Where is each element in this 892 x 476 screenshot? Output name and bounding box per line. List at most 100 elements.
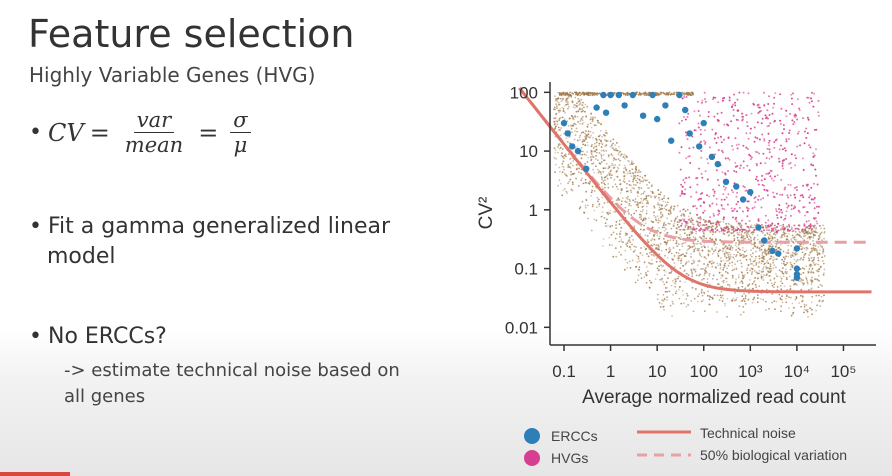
- gene-point: [629, 163, 631, 166]
- hvg-point: [678, 122, 681, 125]
- hvg-point: [775, 208, 777, 211]
- hvg-point: [806, 211, 809, 213]
- gene-point: [755, 271, 758, 273]
- gene-point: [756, 246, 759, 249]
- gene-point: [609, 172, 612, 175]
- gene-point: [601, 143, 604, 146]
- hvg-point: [682, 192, 685, 195]
- gene-point: [556, 100, 559, 103]
- gene-point: [597, 120, 600, 122]
- gene-point: [698, 248, 700, 250]
- gene-point: [763, 255, 765, 258]
- gene-point: [590, 153, 593, 155]
- gene-point: [657, 189, 660, 192]
- gene-point: [731, 261, 734, 264]
- gene-point: [679, 280, 681, 283]
- gene-point: [812, 262, 815, 264]
- gene-point: [558, 148, 561, 150]
- gene-point: [711, 248, 714, 251]
- gene-point: [768, 233, 771, 236]
- gene-point: [780, 243, 782, 246]
- gene-point: [568, 166, 571, 168]
- gene-point: [753, 281, 755, 283]
- hvg-point: [813, 182, 815, 185]
- gene-point: [592, 136, 594, 139]
- gene-point: [561, 152, 563, 155]
- gene-point: [574, 130, 576, 133]
- gene-point: [667, 222, 670, 225]
- gene-point: [673, 255, 676, 258]
- gene-point: [720, 290, 723, 293]
- gene-point: [567, 125, 570, 127]
- gene-point: [663, 197, 665, 200]
- gene-point: [590, 116, 592, 119]
- hvg-point: [790, 153, 793, 156]
- hvg-point: [789, 162, 792, 164]
- gene-point: [769, 263, 772, 266]
- gene-point: [819, 284, 822, 286]
- gene-point: [667, 213, 670, 215]
- gene-point: [755, 286, 758, 289]
- gene-point: [581, 104, 584, 106]
- gene-point: [553, 156, 556, 159]
- gene-point: [779, 248, 782, 251]
- gene-point: [753, 244, 756, 247]
- gene-point: [636, 171, 639, 174]
- gene-point: [665, 248, 668, 251]
- hvg-point: [717, 136, 720, 139]
- hvg-point: [804, 214, 807, 217]
- gene-point: [703, 237, 706, 240]
- gene-point: [743, 300, 746, 303]
- gene-point: [764, 252, 766, 255]
- gene-point: [604, 186, 606, 189]
- hvg-point: [687, 218, 690, 221]
- gene-point: [685, 261, 688, 263]
- gene-point: [557, 146, 559, 148]
- hvg-point: [702, 228, 705, 231]
- gene-point: [629, 172, 632, 175]
- gene-point: [588, 136, 590, 138]
- gene-point: [646, 184, 648, 186]
- gene-point: [614, 202, 617, 205]
- hvg-point: [756, 164, 758, 167]
- gene-point: [772, 241, 775, 243]
- gene-point: [622, 197, 624, 200]
- gene-point: [637, 204, 639, 206]
- gene-point: [636, 195, 639, 198]
- gene-point: [572, 164, 574, 167]
- gene-point: [740, 228, 743, 231]
- gene-point: [775, 243, 778, 246]
- hvg-point: [679, 219, 682, 222]
- gene-point: [823, 227, 826, 230]
- gene-point: [602, 188, 604, 191]
- gene-point: [763, 274, 765, 276]
- gene-point: [766, 260, 769, 262]
- gene-point: [750, 255, 753, 258]
- gene-point: [765, 252, 768, 255]
- gene-point: [822, 248, 825, 251]
- gene-point: [738, 223, 741, 226]
- gene-point: [624, 200, 627, 203]
- gene-point: [810, 288, 813, 290]
- hvg-point: [749, 132, 752, 135]
- gene-point: [750, 224, 753, 227]
- gene-point: [661, 204, 663, 207]
- gene-point: [780, 229, 783, 232]
- gene-point: [560, 127, 563, 129]
- gene-point: [688, 228, 690, 230]
- gene-point: [734, 244, 737, 247]
- gene-point: [648, 279, 651, 282]
- ercc-point: [793, 274, 801, 281]
- gene-point: [659, 231, 662, 234]
- gene-point: [689, 231, 692, 234]
- gene-point: [625, 197, 628, 199]
- gene-point: [565, 103, 567, 106]
- hvg-point: [721, 229, 723, 232]
- ercc-point: [739, 196, 747, 203]
- gene-point: [589, 118, 592, 121]
- gene-point: [678, 237, 680, 239]
- gene-point: [582, 131, 585, 134]
- hvg-point: [704, 100, 707, 103]
- gene-point: [600, 130, 602, 132]
- gene-point: [796, 284, 798, 286]
